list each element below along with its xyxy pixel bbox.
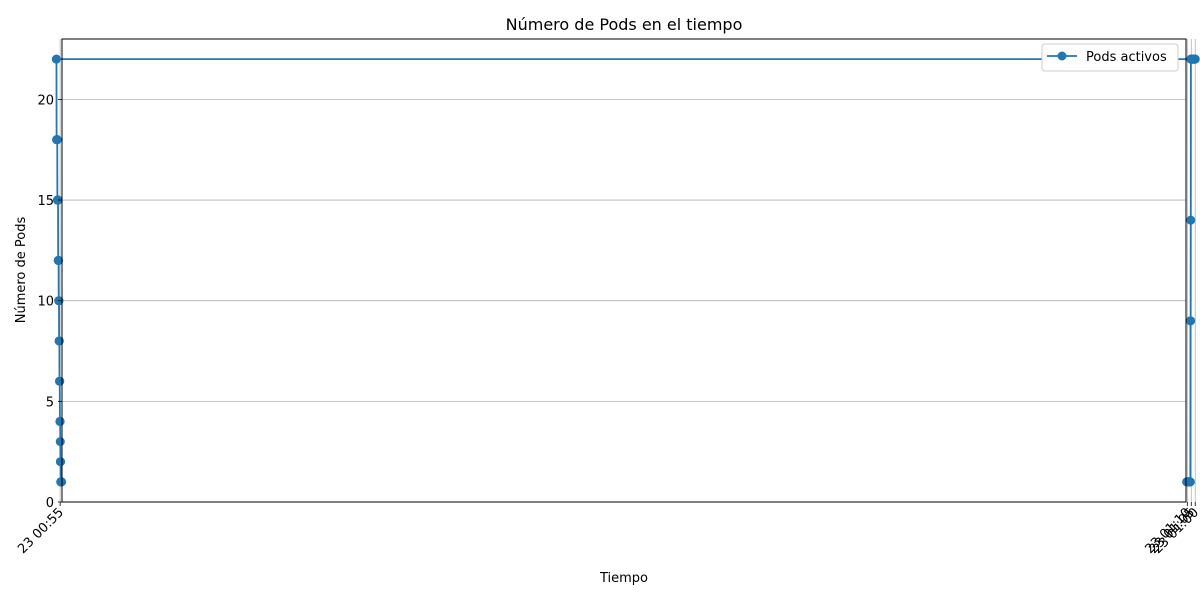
data-point xyxy=(1185,316,1195,326)
legend-box xyxy=(1041,43,1179,72)
data-point xyxy=(52,135,62,145)
y-tick-label: 15 xyxy=(37,194,54,209)
legend-label: Pods activos xyxy=(1086,50,1167,65)
data-point xyxy=(55,416,65,426)
y-tick-label: 5 xyxy=(46,395,54,410)
y-axis: 0 5 10 15 20 xyxy=(37,93,62,511)
data-point xyxy=(55,457,65,467)
series-layer xyxy=(51,54,1200,487)
legend: Pods activos xyxy=(1041,43,1179,72)
data-point xyxy=(51,54,61,64)
data-point xyxy=(52,195,62,205)
plot-frame xyxy=(61,38,1187,503)
y-tick-label: 20 xyxy=(37,93,54,108)
data-point xyxy=(1186,54,1196,64)
data-point xyxy=(1182,477,1192,487)
chart-title: Número de Pods en el tiempo xyxy=(506,15,743,34)
legend-marker-swatch xyxy=(1057,51,1067,61)
data-point xyxy=(1186,215,1196,225)
y-axis-title: Número de Pods xyxy=(14,217,29,324)
y-tick-label: 10 xyxy=(37,295,54,310)
data-point xyxy=(54,336,64,346)
data-point xyxy=(53,255,63,265)
data-point xyxy=(56,477,66,487)
y-tick-label: 0 xyxy=(46,496,54,511)
x-axis-title: Tiempo xyxy=(599,571,648,586)
data-point xyxy=(55,437,65,447)
data-point xyxy=(54,376,64,386)
